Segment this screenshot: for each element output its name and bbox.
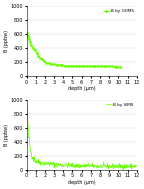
Legend: B by SIMS: B by SIMS: [105, 102, 135, 108]
Y-axis label: B (ppbw): B (ppbw): [4, 124, 9, 146]
Legend: B by GDMS: B by GDMS: [103, 8, 135, 14]
X-axis label: depth (μm): depth (μm): [68, 180, 95, 185]
Y-axis label: B (ppbw): B (ppbw): [4, 30, 9, 52]
X-axis label: depth (μm): depth (μm): [68, 86, 95, 91]
